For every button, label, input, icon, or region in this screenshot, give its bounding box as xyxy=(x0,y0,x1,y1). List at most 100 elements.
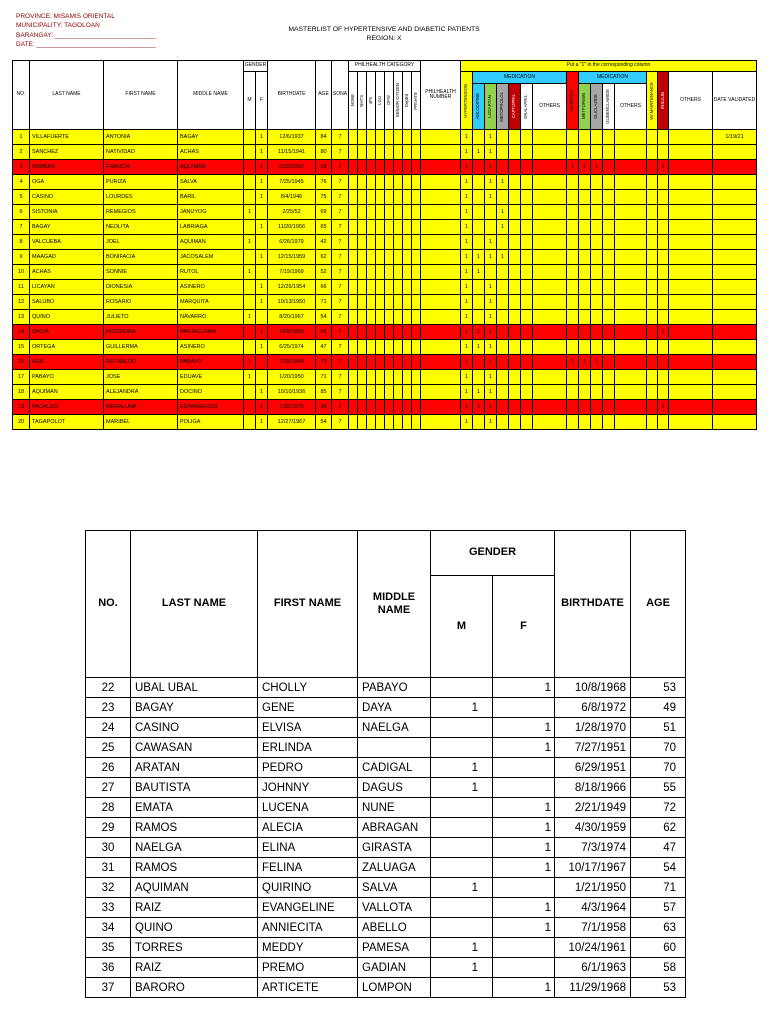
barangay-label: BARANGAY: ____________________________ xyxy=(16,31,157,39)
cell-insulin xyxy=(657,234,669,250)
cell-metformin xyxy=(578,294,591,310)
cell-philhealth-number xyxy=(420,294,461,310)
cell-gliclazide: 1 xyxy=(590,354,603,370)
cell-birthdate: 6/8/1972 xyxy=(554,697,631,718)
cell-gender-f: 1 xyxy=(492,717,555,738)
cell-others1 xyxy=(532,309,567,325)
cell-date-validated xyxy=(712,294,757,310)
patient-row: 36 RAIZ PREMO GADIAN 1 6/1/1963 58 xyxy=(85,957,686,978)
cell-no: 14 xyxy=(12,324,30,340)
cell-no: 5 xyxy=(12,189,30,205)
patient-row: 5 CASINO LOURDES BARIL 1 8/4/1946 75 7 1 1 xyxy=(12,189,757,205)
cell-enalapril xyxy=(520,324,533,340)
cell-sona: 7 xyxy=(331,264,349,280)
cell-first-name: FRANCIA xyxy=(103,159,178,175)
cell-amlodipine xyxy=(472,219,485,235)
cell-others2 xyxy=(614,189,647,205)
cell-middle-name: NAVARRO xyxy=(177,309,244,325)
cell-w_maintenance xyxy=(646,234,658,250)
cell-last-name: CASINO xyxy=(29,189,104,205)
cell-philhealth-category xyxy=(366,399,376,415)
cell-captopril xyxy=(508,234,521,250)
cell-first-name: GENE xyxy=(257,697,358,718)
patient-row: 11 LICAYAN DIONESIA ASINERO 1 12/26/1954 66 7 1 1 xyxy=(12,279,757,295)
cell-others2 xyxy=(614,324,647,340)
cell-middle-name: GIRASTA xyxy=(357,837,431,858)
cell-gender-m xyxy=(430,917,493,938)
cell-age: 54 xyxy=(315,414,332,430)
cell-first-name: ALECIA xyxy=(257,817,358,838)
cell-gender-f: 1 xyxy=(255,414,268,430)
cell-gender-f: 1 xyxy=(492,977,555,998)
patient-row: 25 CAWASAN ERLINDA 1 7/27/1951 70 xyxy=(85,737,686,758)
cell-w_maintenance xyxy=(646,354,658,370)
cell-gliclazide xyxy=(590,234,603,250)
cell-w_maintenance xyxy=(646,219,658,235)
cell-insulin: 1 xyxy=(657,159,669,175)
cell-philhealth-category xyxy=(357,399,367,415)
cell-gender-m: 1 xyxy=(430,697,493,718)
cell-last-name: EMATA xyxy=(130,797,258,818)
col-med-captopril: CAPTOPRIL xyxy=(508,83,521,130)
cell-birthdate: 1/28/1970 xyxy=(554,717,631,738)
cell-date-validated xyxy=(712,384,757,400)
cell-diabetes xyxy=(566,249,579,265)
cell-philhealth-category xyxy=(402,219,412,235)
cell-others3 xyxy=(668,384,713,400)
col-med-losartan: LOSARTAN xyxy=(484,83,497,130)
cell-metformin xyxy=(578,309,591,325)
cell-amlodipine: 1 xyxy=(472,399,485,415)
cell-philhealth-number xyxy=(420,159,461,175)
col-insulin: INSULIN xyxy=(657,71,669,130)
cell-hypertension: 1 xyxy=(460,384,473,400)
cell-philhealth-number xyxy=(420,189,461,205)
cell-insulin xyxy=(657,249,669,265)
patient-row: 7 BAGAY NEOLITA LABRIAGA 1 11/20/1956 65 7 1 1 xyxy=(12,219,757,235)
cell-others3 xyxy=(668,159,713,175)
cell-age: 84 xyxy=(315,129,332,145)
cell-date-validated xyxy=(712,414,757,430)
cell-diabetes xyxy=(566,129,579,145)
cell-hypertension: 1 xyxy=(460,324,473,340)
cell-gender-f: 1 xyxy=(255,279,268,295)
cell-gender-f xyxy=(255,309,268,325)
cell-no: 2 xyxy=(12,144,30,160)
cell-others2 xyxy=(614,279,647,295)
cell-others1 xyxy=(532,174,567,190)
cell-philhealth-category xyxy=(393,384,403,400)
cell-philhealth-category xyxy=(393,294,403,310)
cell-birthdate: 7/25/1948 xyxy=(267,354,316,370)
cell-date-validated: 1/19/21 xyxy=(712,129,757,145)
cell-philhealth-category xyxy=(402,354,412,370)
cell-amlodipine xyxy=(472,369,485,385)
cell-losartan xyxy=(484,264,497,280)
col-f: F xyxy=(255,71,268,130)
cell-philhealth-category xyxy=(411,309,421,325)
cell-glibenclamide xyxy=(602,324,615,340)
cell-philhealth-category xyxy=(402,414,412,430)
cell-philhealth-number xyxy=(420,354,461,370)
cell-first-name: CHOLLY xyxy=(257,677,358,698)
col-others: OTHERS xyxy=(668,71,713,130)
cell-philhealth-category xyxy=(411,249,421,265)
cell-gender-m xyxy=(430,797,493,818)
cell-philhealth-category xyxy=(375,309,385,325)
cell-no: 22 xyxy=(85,677,131,698)
cell-last-name: AQUIMAN xyxy=(29,384,104,400)
cell-diabetes xyxy=(566,309,579,325)
cell-age: 60 xyxy=(630,937,686,958)
cell-diabetes: 1 xyxy=(566,354,579,370)
cell-others1 xyxy=(532,129,567,145)
cell-diabetes xyxy=(566,264,579,280)
cell-philhealth-category xyxy=(384,399,394,415)
cell-metformin xyxy=(578,264,591,280)
cell-age: 72 xyxy=(630,797,686,818)
cell-gliclazide xyxy=(590,174,603,190)
cell-middle-name: ASINERO xyxy=(177,339,244,355)
cell-date-validated xyxy=(712,309,757,325)
cell-gender-f xyxy=(492,757,555,778)
cell-no: 4 xyxy=(12,174,30,190)
cell-philhealth-number xyxy=(420,399,461,415)
cell-philhealth-category xyxy=(348,219,358,235)
cell-gliclazide: 1 xyxy=(590,159,603,175)
